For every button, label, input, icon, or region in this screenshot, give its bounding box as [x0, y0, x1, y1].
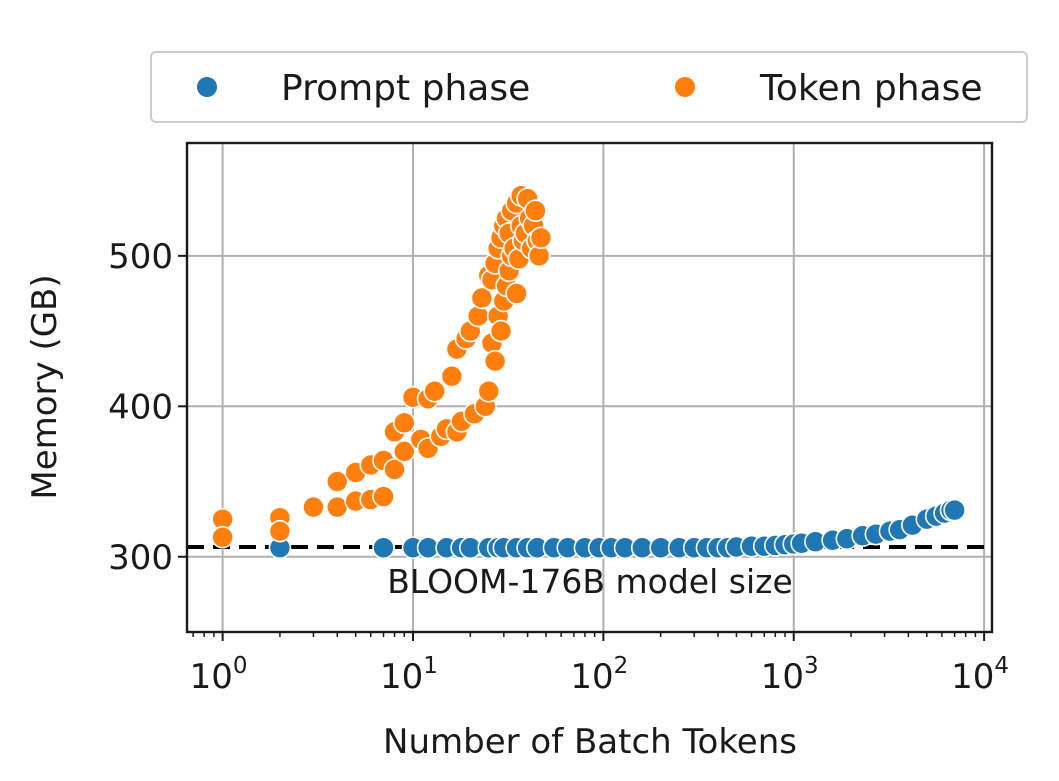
token-phase-point [268, 519, 292, 543]
token-phase-point [423, 379, 446, 403]
plot-frame [185, 141, 994, 634]
token-phase-point [505, 282, 528, 305]
legend-label-token: Token phase [759, 68, 983, 109]
data-points [211, 184, 966, 560]
x-tick-label: 101 [380, 653, 438, 697]
legend: Prompt phase Token phase [150, 51, 1028, 123]
model-size-annotation: BLOOM-176B model size [387, 562, 793, 601]
x-axis-title: Number of Batch Tokens [383, 722, 797, 762]
token-phase-point [392, 440, 416, 463]
watermark: 知乎 @dreamer [810, 719, 1030, 753]
prompt-phase-point [943, 498, 966, 522]
token-phase-point [529, 226, 553, 250]
token-phase-point [477, 379, 501, 403]
token-phase-point [470, 286, 494, 310]
legend-frame [150, 51, 1028, 123]
token-phase-point [440, 364, 464, 388]
token-phase-point [392, 411, 416, 435]
y-axis-title: Memory (GB) [25, 274, 65, 499]
x-tick-label: 103 [761, 653, 819, 697]
token-phase-point [489, 319, 513, 343]
series-prompt-phase [268, 498, 966, 560]
y-tick-label: 500 [108, 237, 173, 277]
y-tick-labels: 300 400 500 [108, 237, 173, 578]
x-tick-label: 100 [190, 653, 248, 697]
legend-label-prompt: Prompt phase [281, 68, 530, 109]
axis-ticks [178, 254, 986, 641]
prompt-phase-point [372, 536, 395, 560]
y-tick-label: 300 [108, 538, 173, 578]
token-phase-point [383, 458, 406, 481]
legend-marker-token [675, 77, 695, 97]
token-phase-point [302, 495, 325, 519]
token-phase-point [372, 485, 395, 508]
x-tick-label: 102 [570, 653, 628, 697]
token-phase-point [524, 199, 547, 223]
plot-background [187, 143, 992, 632]
y-tick-label: 400 [108, 387, 173, 427]
token-phase-point [483, 349, 507, 373]
legend-marker-prompt [197, 77, 217, 97]
token-phase-point [466, 304, 490, 328]
x-tick-labels: 100 101 102 103 104 [190, 653, 1009, 697]
token-phase-point [211, 525, 234, 549]
series-token-phase [211, 184, 553, 549]
plot-area: BLOOM-176B model size [185, 141, 994, 634]
token-phase-point [325, 470, 349, 493]
x-tick-label: 104 [951, 653, 1009, 697]
